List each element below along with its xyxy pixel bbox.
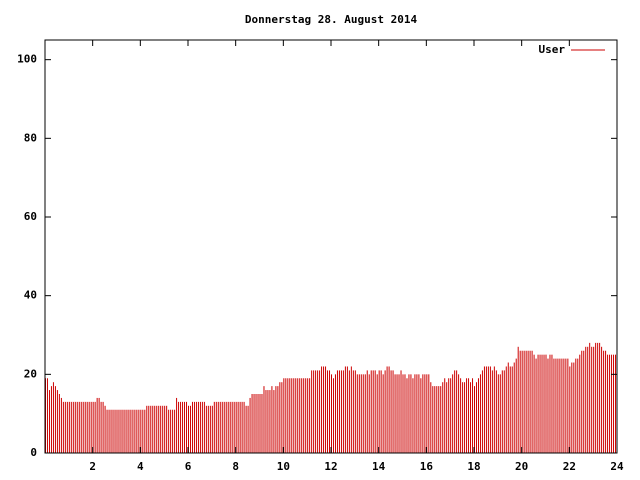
y-tick-label: 60 <box>24 210 37 223</box>
x-tick-label: 22 <box>563 460 576 473</box>
x-tick-label: 4 <box>137 460 144 473</box>
x-tick-label: 14 <box>372 460 386 473</box>
y-tick-label: 40 <box>24 289 37 302</box>
y-tick-label: 0 <box>30 446 37 459</box>
chart-title: Donnerstag 28. August 2014 <box>245 13 418 26</box>
legend-label: User <box>539 43 566 56</box>
x-tick-label: 2 <box>89 460 96 473</box>
x-tick-label: 10 <box>277 460 290 473</box>
x-tick-label: 24 <box>610 460 624 473</box>
y-tick-label: 20 <box>24 367 37 380</box>
y-tick-label: 80 <box>24 131 37 144</box>
y-tick-label: 100 <box>17 53 37 66</box>
x-tick-label: 18 <box>467 460 480 473</box>
x-tick-label: 16 <box>420 460 434 473</box>
x-tick-label: 8 <box>232 460 239 473</box>
x-tick-label: 20 <box>515 460 528 473</box>
x-tick-label: 6 <box>185 460 192 473</box>
x-tick-label: 12 <box>324 460 337 473</box>
